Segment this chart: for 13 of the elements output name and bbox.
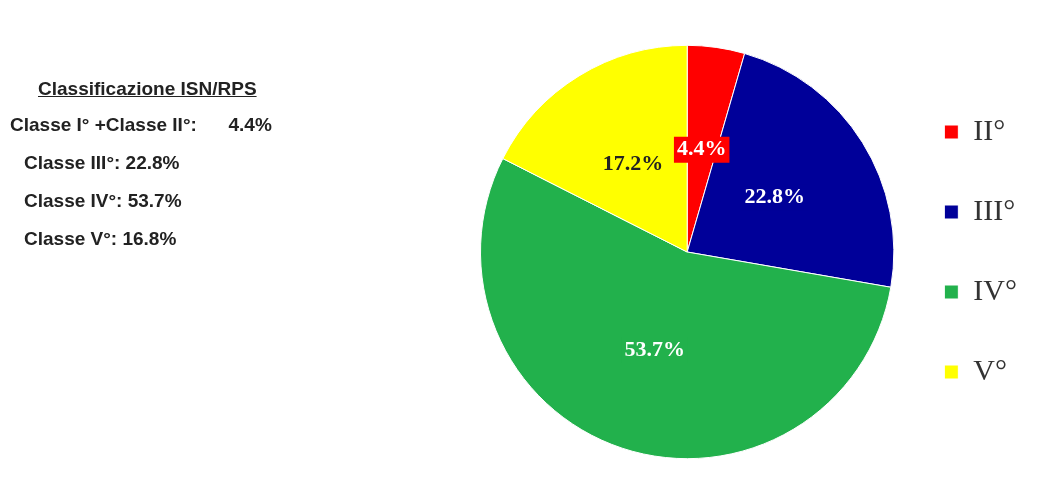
text: Classe I° +Classe II°: 4.4%: [10, 114, 273, 136]
data-label: 22.8%: [744, 182, 806, 208]
data-label: 4.4%: [676, 135, 727, 161]
text: Classificazione ISN/RPS: [38, 78, 258, 100]
legend-label: III°: [973, 192, 1016, 226]
text: Classe III°: 22.8%: [24, 152, 181, 174]
legend-label: V°: [973, 352, 1008, 386]
text: Classe V°: 16.8%: [24, 228, 178, 250]
legend-label: IV°: [973, 272, 1017, 306]
data-label: 17.2%: [602, 149, 664, 175]
text: Classe IV°: 53.7%: [24, 190, 183, 212]
legend-label: II°: [973, 112, 1006, 146]
data-label: 53.7%: [624, 335, 685, 361]
